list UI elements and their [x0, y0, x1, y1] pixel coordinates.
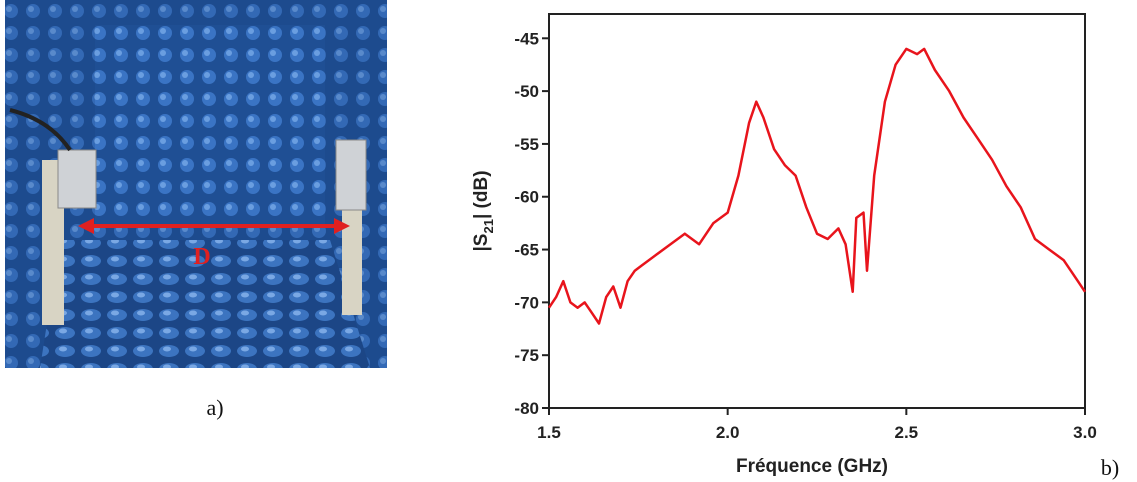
data-line [547, 47, 1087, 325]
y-tick-label: -65 [514, 241, 539, 260]
panel-label: a) [206, 395, 223, 420]
y-tick-label: -50 [514, 82, 539, 101]
x-tick-label: 3.0 [1073, 423, 1097, 442]
y-tick-label: -80 [514, 399, 539, 418]
panel-label: b) [1101, 455, 1119, 480]
y-tick-label: -60 [514, 188, 539, 207]
plot-frame [548, 13, 1086, 409]
y-tick-label: -45 [514, 29, 539, 48]
y-axis-label-part: |S [471, 234, 492, 252]
y-tick-label: -75 [514, 346, 539, 365]
photo-marker: D [193, 244, 210, 270]
y-axis-label: |S21| (dB) [471, 170, 496, 251]
x-tick-label: 1.5 [537, 423, 561, 442]
y-tick-label: -70 [514, 293, 539, 312]
photo: D [5, 0, 387, 368]
y-axis-label-part: | (dB) [471, 170, 492, 219]
y-axis-label-part: 21 [481, 219, 496, 233]
y-tick-label: -55 [514, 135, 539, 154]
x-axis-label: Fréquence (GHz) [736, 456, 888, 477]
x-tick-label: 2.0 [716, 423, 740, 442]
x-tick-label: 2.5 [895, 423, 919, 442]
